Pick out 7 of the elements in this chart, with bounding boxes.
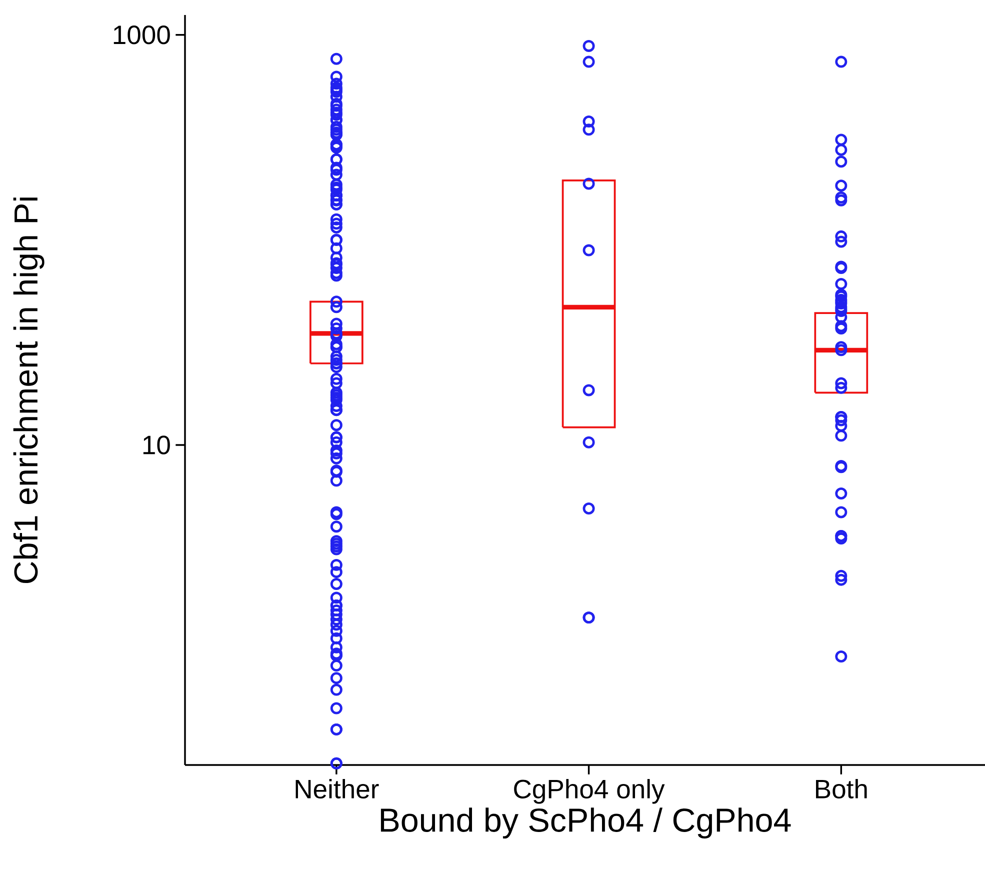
x-axis-title: Bound by ScPho4 / CgPho4 <box>380 808 791 839</box>
x-tick-label: Both <box>816 779 867 799</box>
y-tick-label: 10 <box>143 436 170 454</box>
x-tick-label: CgPho4 only <box>514 779 665 804</box>
x-tick-label: Neither <box>296 779 379 799</box>
y-axis-title: Cbf1 enrichment in high Pi <box>13 198 44 584</box>
y-tick-label: 1000 <box>114 25 170 44</box>
